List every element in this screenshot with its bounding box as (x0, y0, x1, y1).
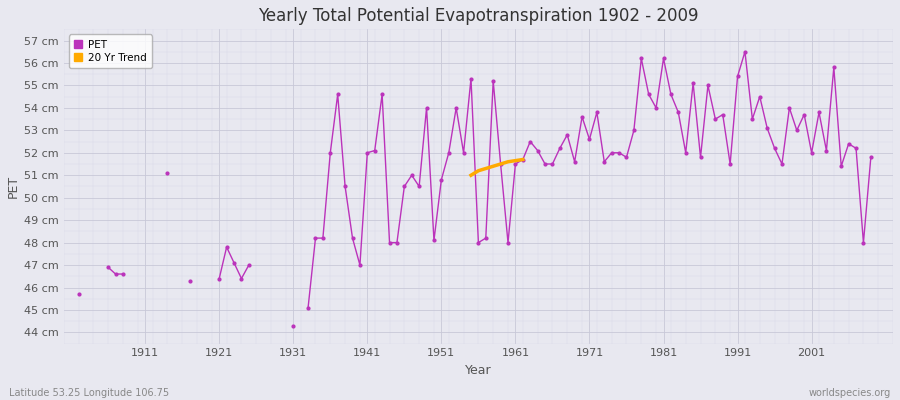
Text: Latitude 53.25 Longitude 106.75: Latitude 53.25 Longitude 106.75 (9, 388, 169, 398)
Text: worldspecies.org: worldspecies.org (809, 388, 891, 398)
Title: Yearly Total Potential Evapotranspiration 1902 - 2009: Yearly Total Potential Evapotranspiratio… (258, 7, 698, 25)
Y-axis label: PET: PET (7, 175, 20, 198)
X-axis label: Year: Year (465, 364, 491, 377)
Legend: PET, 20 Yr Trend: PET, 20 Yr Trend (69, 34, 151, 68)
